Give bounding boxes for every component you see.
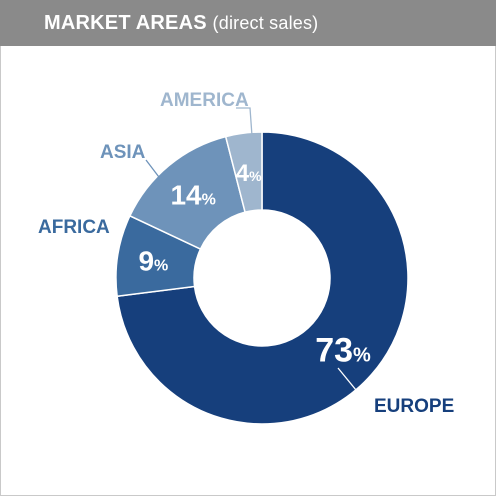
- donut-slices: [115, 131, 409, 425]
- leader-line-asia: [145, 159, 166, 186]
- category-label-africa: AFRICA: [38, 217, 110, 238]
- chart-subtitle: (direct sales): [212, 13, 319, 33]
- leader-lines: [145, 107, 375, 413]
- leader-line-america: [236, 107, 253, 137]
- leader-line-europe: [337, 367, 375, 413]
- chart-title-main: MARKET AREAS: [44, 12, 207, 34]
- percent-label-europe: 73%: [315, 331, 371, 369]
- slice-america: [224, 131, 263, 214]
- category-labels: EUROPE AFRICA ASIA AMERICA: [38, 90, 454, 417]
- percent-label-africa: 9%: [138, 246, 168, 277]
- percent-label-asia: 14%: [170, 180, 215, 211]
- percent-labels: 73% 9% 14% 4%: [138, 160, 371, 369]
- percent-label-america: 4%: [236, 160, 262, 187]
- chart-title: MARKET AREAS (direct sales): [44, 12, 318, 35]
- category-label-america: AMERICA: [160, 90, 249, 111]
- category-label-europe: EUROPE: [374, 396, 454, 417]
- slice-europe: [116, 131, 409, 425]
- header-bar: MARKET AREAS (direct sales): [0, 0, 496, 46]
- category-label-asia: ASIA: [100, 142, 146, 163]
